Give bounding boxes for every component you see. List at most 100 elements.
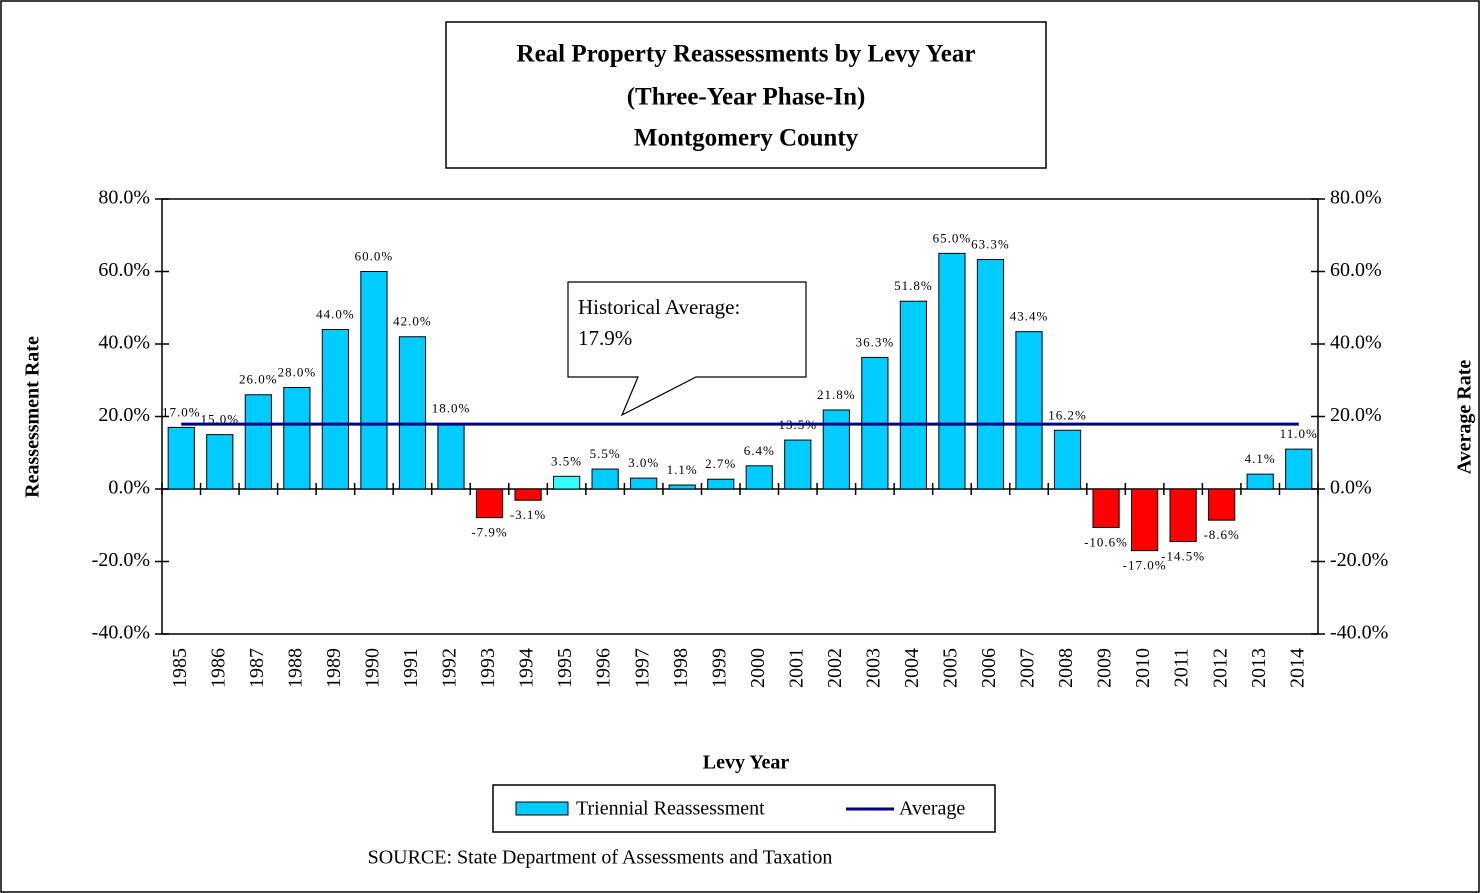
x-tick-label: 2002 bbox=[824, 648, 846, 688]
bar bbox=[668, 484, 696, 490]
x-tick-label: 2014 bbox=[1286, 648, 1308, 688]
x-tick-label: 2000 bbox=[747, 648, 769, 688]
x-tick-label: 2013 bbox=[1248, 648, 1270, 688]
data-label: 26.0% bbox=[239, 372, 278, 387]
x-tick-label: 1991 bbox=[400, 648, 422, 688]
data-label: -14.5% bbox=[1161, 549, 1205, 564]
bar bbox=[938, 252, 966, 490]
y-tick-label: 20.0% bbox=[98, 404, 150, 426]
callout bbox=[567, 281, 807, 417]
x-tick-label: 2001 bbox=[785, 648, 807, 688]
data-label: 36.3% bbox=[856, 334, 895, 349]
x-tick-label: 2005 bbox=[940, 648, 962, 688]
bar bbox=[1053, 429, 1082, 490]
data-label: 51.8% bbox=[894, 278, 933, 293]
data-label: 2.7% bbox=[705, 456, 736, 471]
bar bbox=[707, 478, 735, 490]
bar bbox=[1285, 448, 1313, 490]
x-tick-label: 1988 bbox=[284, 648, 306, 688]
bar bbox=[1092, 488, 1120, 528]
legend-label: Average bbox=[899, 798, 965, 820]
y-tick-label: -20.0% bbox=[92, 549, 150, 571]
y2-tick-label: -20.0% bbox=[1330, 549, 1388, 571]
y2-tick-label: 60.0% bbox=[1330, 259, 1382, 281]
bar bbox=[1015, 331, 1043, 490]
bar bbox=[360, 271, 388, 490]
bar bbox=[784, 439, 812, 490]
data-label: -7.9% bbox=[471, 525, 507, 540]
y2-tick-label: -40.0% bbox=[1330, 622, 1388, 644]
x-tick-label: 2012 bbox=[1209, 648, 1231, 688]
data-label: 60.0% bbox=[355, 248, 394, 263]
chart-title: Montgomery County bbox=[634, 125, 859, 152]
x-tick-label: 1996 bbox=[593, 648, 615, 688]
bar bbox=[630, 477, 658, 490]
x-tick-label: 2008 bbox=[1055, 648, 1077, 688]
bar bbox=[475, 488, 504, 519]
data-label: -8.6% bbox=[1203, 527, 1239, 542]
data-label: 17.0% bbox=[162, 404, 201, 419]
x-tick-label: 1998 bbox=[670, 648, 692, 688]
x-tick-label: 1994 bbox=[516, 648, 538, 688]
x-tick-label: 1987 bbox=[246, 648, 268, 688]
source: SOURCE: State Department of Assessments … bbox=[368, 847, 833, 869]
y2-tick-label: 80.0% bbox=[1330, 187, 1382, 209]
x-tick-label: 1990 bbox=[362, 648, 384, 688]
bar bbox=[1208, 488, 1236, 521]
bar bbox=[167, 426, 195, 490]
y-tick-label: 40.0% bbox=[98, 332, 150, 354]
chart-title: Real Property Reassessments by Levy Year bbox=[517, 41, 976, 68]
data-label: 6.4% bbox=[744, 443, 775, 458]
bar bbox=[1246, 473, 1274, 490]
legend-label: Triennial Reassessment bbox=[576, 798, 765, 820]
data-label: -10.6% bbox=[1084, 534, 1128, 549]
data-label: 4.1% bbox=[1245, 451, 1276, 466]
x-tick-label: 1993 bbox=[477, 648, 499, 688]
data-label: 3.5% bbox=[551, 453, 582, 468]
x-tick-label: 1999 bbox=[708, 648, 730, 688]
data-label: -17.0% bbox=[1123, 558, 1167, 573]
y-tick-label: 0.0% bbox=[108, 477, 150, 499]
data-label: 16.2% bbox=[1048, 407, 1087, 422]
legend bbox=[492, 784, 996, 833]
y-tick-label: 80.0% bbox=[98, 187, 150, 209]
data-label: 43.4% bbox=[1010, 309, 1049, 324]
bar bbox=[1169, 488, 1197, 543]
data-label: 65.0% bbox=[933, 230, 972, 245]
bar bbox=[899, 300, 928, 490]
x-axis-title: Levy Year bbox=[703, 752, 790, 774]
bar bbox=[591, 468, 619, 490]
data-label: -3.1% bbox=[510, 507, 546, 522]
y-tick-label: 60.0% bbox=[98, 259, 150, 281]
bar bbox=[206, 434, 234, 490]
x-tick-label: 1992 bbox=[439, 648, 461, 688]
x-tick-label: 1989 bbox=[323, 648, 345, 688]
x-tick-label: 1997 bbox=[631, 648, 653, 688]
data-label: 3.0% bbox=[628, 455, 659, 470]
x-tick-label: 2010 bbox=[1132, 648, 1154, 688]
x-tick-label: 1995 bbox=[554, 648, 576, 688]
data-label: 1.1% bbox=[667, 462, 698, 477]
data-label: 42.0% bbox=[393, 314, 432, 329]
title-box bbox=[445, 21, 1047, 169]
annotation-value: 17.9% bbox=[578, 326, 632, 350]
legend-swatch bbox=[515, 801, 569, 816]
annotation: Historical Average: bbox=[578, 295, 740, 319]
x-tick-label: 2011 bbox=[1171, 648, 1193, 687]
x-tick-label: 2007 bbox=[1017, 648, 1039, 688]
y2-axis-title: Average Rate bbox=[1454, 360, 1476, 475]
y2-tick-label: 40.0% bbox=[1330, 332, 1382, 354]
data-label: 28.0% bbox=[278, 364, 317, 379]
data-label: 21.8% bbox=[817, 387, 856, 402]
y-axis-title: Reassessment Rate bbox=[22, 336, 44, 498]
data-label: 11.0% bbox=[1280, 426, 1318, 441]
bar bbox=[244, 394, 272, 490]
bar bbox=[976, 259, 1005, 490]
data-label: 5.5% bbox=[590, 446, 621, 461]
data-label: 63.3% bbox=[971, 237, 1010, 252]
x-tick-label: 2009 bbox=[1094, 648, 1116, 688]
bar bbox=[283, 387, 311, 490]
bar bbox=[321, 329, 350, 490]
bar bbox=[552, 475, 581, 490]
